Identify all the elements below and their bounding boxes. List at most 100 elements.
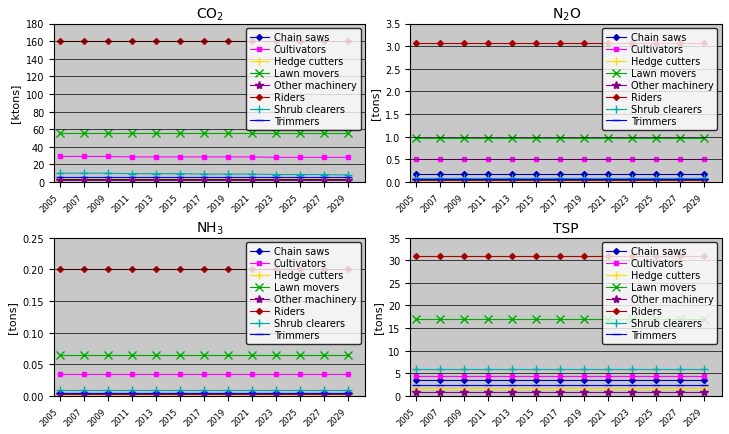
Lawn movers	[700, 136, 709, 141]
Trimmers	[676, 382, 685, 388]
Chain saws	[532, 378, 541, 383]
Hedge cutters	[460, 387, 469, 392]
Riders	[436, 253, 445, 259]
Line: Cultivators: Cultivators	[414, 158, 706, 162]
Line: Trimmers: Trimmers	[55, 174, 351, 182]
Lawn movers	[271, 131, 280, 136]
Other machinery	[247, 391, 256, 397]
Chain saws	[152, 390, 160, 395]
Hedge cutters	[484, 387, 493, 392]
Shrub clearers	[247, 387, 256, 392]
Title: N$_2$O: N$_2$O	[552, 7, 581, 23]
Trimmers	[79, 175, 88, 181]
Hedge cutters	[652, 387, 660, 392]
Other machinery	[176, 391, 184, 397]
Shrub clearers	[152, 387, 160, 392]
Riders	[271, 39, 280, 45]
Trimmers	[104, 175, 112, 181]
Cultivators	[247, 155, 256, 160]
Line: Chain saws: Chain saws	[414, 378, 706, 382]
Hedge cutters	[271, 392, 280, 398]
Line: Chain saws: Chain saws	[58, 178, 350, 182]
Chain saws	[319, 178, 328, 183]
Riders	[412, 253, 421, 259]
Shrub clearers	[676, 176, 685, 181]
Cultivators	[152, 372, 160, 377]
Trimmers	[628, 177, 636, 182]
Cultivators	[295, 372, 304, 377]
Line: Hedge cutters: Hedge cutters	[55, 391, 351, 399]
Shrub clearers	[412, 366, 421, 372]
Hedge cutters	[343, 176, 352, 181]
Chain saws	[700, 378, 709, 383]
Lawn movers	[604, 317, 612, 322]
Shrub clearers	[556, 176, 565, 181]
Riders	[532, 41, 541, 46]
Riders	[508, 253, 517, 259]
Riders	[223, 267, 232, 272]
Riders	[295, 267, 304, 272]
Hedge cutters	[152, 176, 160, 181]
Hedge cutters	[295, 176, 304, 181]
Trimmers	[271, 391, 280, 396]
Riders	[508, 41, 517, 46]
Shrub clearers	[484, 176, 493, 181]
Other machinery	[319, 178, 328, 184]
Hedge cutters	[580, 179, 588, 184]
Shrub clearers	[79, 387, 88, 392]
Shrub clearers	[676, 366, 685, 372]
Trimmers	[652, 177, 660, 182]
Hedge cutters	[628, 387, 636, 392]
Hedge cutters	[436, 387, 445, 392]
Shrub clearers	[55, 387, 64, 392]
Shrub clearers	[460, 366, 469, 372]
Trimmers	[412, 382, 421, 388]
Chain saws	[628, 172, 636, 177]
Chain saws	[104, 178, 112, 183]
Hedge cutters	[247, 176, 256, 181]
Shrub clearers	[508, 176, 517, 181]
Shrub clearers	[532, 176, 541, 181]
Shrub clearers	[104, 171, 112, 176]
Cultivators	[484, 373, 493, 378]
Lawn movers	[508, 317, 517, 322]
Line: Lawn movers: Lawn movers	[413, 135, 709, 143]
Shrub clearers	[176, 171, 184, 177]
Hedge cutters	[460, 179, 469, 184]
Trimmers	[319, 391, 328, 396]
Other machinery	[604, 178, 612, 184]
Riders	[484, 41, 493, 46]
Riders	[152, 267, 160, 272]
Title: NH$_3$: NH$_3$	[196, 220, 224, 237]
Other machinery	[508, 178, 517, 184]
Cultivators	[319, 372, 328, 377]
Chain saws	[128, 178, 136, 183]
Other machinery	[152, 178, 160, 184]
Trimmers	[532, 177, 541, 182]
Other machinery	[271, 178, 280, 184]
Trimmers	[104, 391, 112, 396]
Shrub clearers	[199, 387, 208, 392]
Lawn movers	[199, 352, 208, 358]
Riders	[319, 267, 328, 272]
Other machinery	[343, 178, 352, 184]
Cultivators	[532, 158, 541, 163]
Chain saws	[152, 178, 160, 183]
Cultivators	[652, 373, 660, 378]
Chain saws	[271, 178, 280, 183]
Hedge cutters	[556, 387, 565, 392]
Other machinery	[79, 391, 88, 397]
Shrub clearers	[604, 366, 612, 372]
Hedge cutters	[247, 392, 256, 398]
Shrub clearers	[271, 387, 280, 392]
Trimmers	[580, 177, 588, 182]
Chain saws	[436, 172, 445, 177]
Shrub clearers	[556, 366, 565, 372]
Shrub clearers	[176, 387, 184, 392]
Riders	[104, 39, 112, 45]
Cultivators	[128, 155, 136, 160]
Lawn movers	[556, 317, 565, 322]
Shrub clearers	[580, 366, 588, 372]
Riders	[700, 253, 709, 259]
Line: Hedge cutters: Hedge cutters	[413, 177, 709, 185]
